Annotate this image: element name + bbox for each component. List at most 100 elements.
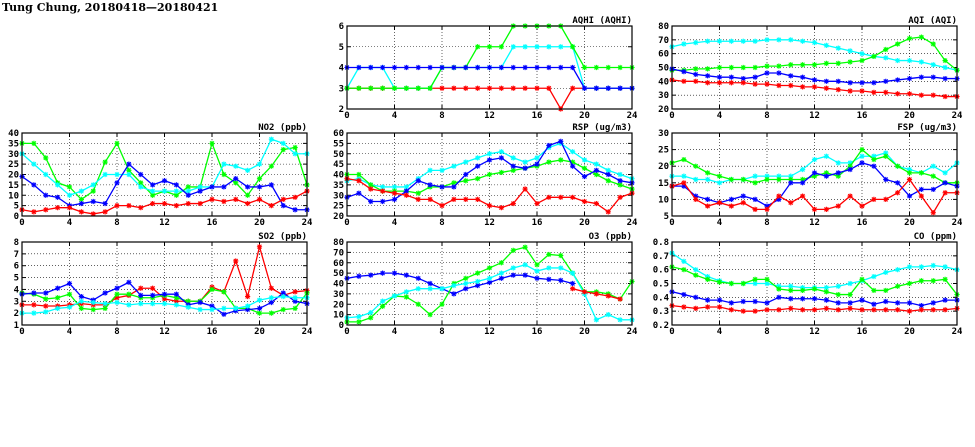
y-tick-label: 30 [658, 129, 669, 139]
data-point [256, 310, 263, 316]
x-tick-label: 12 [484, 327, 495, 337]
data-point [871, 53, 877, 60]
data-point [581, 289, 588, 295]
data-point [510, 163, 516, 169]
data-point [788, 283, 794, 289]
data-point [221, 305, 227, 311]
data-point [209, 303, 215, 309]
data-point [788, 37, 794, 43]
data-point [55, 295, 61, 301]
chart-title: NO2 (ppb) [258, 123, 307, 133]
data-point [185, 192, 191, 198]
data-point [498, 260, 504, 266]
y-tick-label: 2 [339, 105, 344, 115]
data-point [245, 200, 251, 207]
data-point [31, 161, 37, 167]
chart-title: AQI (AQI) [908, 16, 957, 26]
data-point [681, 180, 687, 186]
y-tick-label: 0.6 [653, 266, 669, 276]
y-tick-label: 0.3 [653, 307, 669, 317]
data-point [740, 176, 746, 183]
data-point [776, 176, 782, 183]
series-aqhi-3 [344, 64, 635, 91]
data-point [475, 282, 481, 289]
data-point [245, 167, 251, 173]
data-point [475, 278, 481, 285]
data-point [114, 140, 120, 146]
data-point [847, 80, 853, 86]
data-point [558, 138, 564, 144]
data-point [534, 64, 540, 71]
y-tick-label: 0 [339, 321, 344, 331]
data-point [256, 176, 263, 182]
data-point [510, 44, 516, 50]
data-point [185, 188, 191, 194]
data-point [883, 55, 889, 61]
data-point [534, 268, 540, 274]
data-point [439, 184, 445, 190]
x-tick-label: 4 [717, 327, 723, 337]
data-point [546, 265, 552, 271]
data-point [486, 85, 493, 91]
page-title: Tung Chung, 20180418—20180421 [2, 1, 219, 14]
data-point [776, 286, 782, 292]
data-point [114, 171, 120, 178]
data-point [43, 296, 49, 302]
data-point [930, 41, 936, 47]
data-point [942, 297, 948, 303]
data-point [740, 193, 746, 199]
data-point [233, 196, 239, 202]
data-point [895, 180, 901, 186]
data-point [356, 273, 362, 279]
data-point [31, 140, 37, 146]
data-point [581, 173, 588, 180]
y-tick-label: 4 [339, 64, 345, 74]
data-point [716, 80, 723, 86]
data-point [126, 203, 132, 209]
data-point [847, 163, 853, 169]
y-tick-label: 0.4 [653, 293, 670, 303]
data-point [90, 211, 96, 217]
data-point [403, 289, 409, 295]
data-point [268, 295, 274, 301]
data-point [823, 285, 829, 291]
y-tick-label: 40 [333, 171, 344, 181]
data-point [546, 44, 552, 50]
data-point [256, 305, 263, 311]
x-tick-label: 24 [952, 218, 963, 228]
data-point [292, 298, 298, 304]
data-point [930, 173, 936, 179]
data-point [617, 194, 623, 200]
data-point [451, 64, 457, 71]
data-point [268, 203, 274, 209]
data-point [811, 286, 818, 292]
data-point [895, 77, 901, 83]
data-point [233, 180, 239, 186]
data-point [764, 280, 770, 287]
data-point [90, 188, 96, 194]
data-point [173, 291, 179, 297]
data-point [498, 149, 504, 155]
data-point [43, 207, 49, 213]
data-point [811, 77, 818, 83]
data-point [740, 64, 746, 71]
data-point [859, 297, 865, 303]
data-point [764, 276, 770, 282]
chart-title: RSP (ug/m3) [572, 123, 632, 133]
data-point [835, 203, 841, 209]
data-point [617, 178, 623, 184]
data-point [740, 298, 746, 305]
data-point [173, 302, 179, 308]
data-point [883, 150, 889, 156]
data-point [391, 85, 398, 91]
x-tick-label: 12 [484, 111, 495, 121]
data-point [823, 206, 829, 212]
data-point [510, 64, 516, 71]
data-point [55, 285, 61, 291]
data-point [871, 156, 877, 163]
data-point [138, 205, 144, 211]
data-point [161, 301, 168, 307]
data-point [942, 75, 948, 82]
data-point [693, 294, 699, 300]
data-point [883, 153, 889, 159]
